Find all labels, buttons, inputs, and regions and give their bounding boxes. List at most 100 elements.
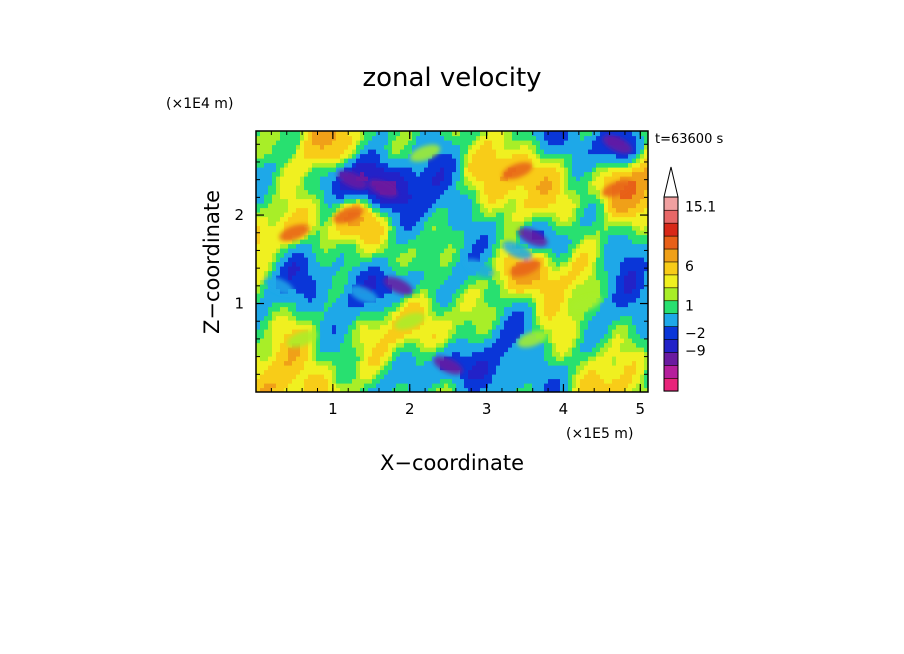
field-cell — [428, 140, 433, 146]
field-cell — [436, 171, 441, 177]
field-cell — [320, 306, 325, 312]
field-cell — [528, 171, 533, 177]
field-cell — [416, 378, 421, 384]
field-cell — [292, 311, 297, 317]
field-cell — [480, 198, 485, 204]
field-cell — [344, 243, 349, 249]
field-cell — [492, 338, 497, 344]
field-cell — [276, 311, 281, 317]
field-cell — [320, 279, 325, 285]
field-cell — [448, 131, 453, 137]
field-cell — [408, 171, 413, 177]
field-cell — [448, 320, 453, 326]
field-cell — [516, 315, 521, 321]
field-cell — [404, 194, 409, 200]
field-cell — [596, 144, 601, 150]
field-cell — [268, 176, 273, 182]
field-cell — [460, 153, 465, 159]
field-cell — [552, 333, 557, 339]
field-cell — [372, 198, 377, 204]
field-cell — [320, 180, 325, 186]
field-cell — [440, 288, 445, 294]
field-cell — [320, 162, 325, 168]
field-cell — [488, 180, 493, 186]
field-cell — [256, 171, 261, 177]
field-cell — [480, 365, 485, 371]
field-cell — [372, 306, 377, 312]
field-cell — [340, 266, 345, 272]
field-cell — [384, 261, 389, 267]
field-cell — [376, 171, 381, 177]
field-cell — [384, 347, 389, 353]
field-cell — [568, 360, 573, 366]
field-cell — [372, 158, 377, 164]
field-cell — [500, 158, 505, 164]
field-cell — [420, 140, 425, 146]
field-cell — [556, 315, 561, 321]
field-cell — [456, 284, 461, 290]
field-cell — [392, 347, 397, 353]
field-cell — [524, 324, 529, 330]
field-cell — [516, 374, 521, 380]
field-cell — [584, 212, 589, 218]
field-cell — [376, 203, 381, 209]
field-cell — [364, 311, 369, 317]
field-cell — [444, 140, 449, 146]
field-cell — [508, 207, 513, 213]
field-cell — [300, 216, 305, 222]
field-cell — [500, 270, 505, 276]
field-cell — [564, 203, 569, 209]
field-cell — [364, 333, 369, 339]
field-cell — [356, 158, 361, 164]
field-cell — [400, 297, 405, 303]
field-cell — [260, 207, 265, 213]
field-cell — [444, 248, 449, 254]
field-cell — [484, 275, 489, 281]
field-cell — [592, 360, 597, 366]
field-cell — [396, 131, 401, 137]
field-cell — [308, 194, 313, 200]
field-cell — [500, 266, 505, 272]
field-cell — [420, 207, 425, 213]
field-cell — [576, 365, 581, 371]
field-cell — [504, 162, 509, 168]
field-cell — [384, 171, 389, 177]
field-cell — [268, 324, 273, 330]
field-cell — [320, 234, 325, 240]
field-cell — [308, 212, 313, 218]
field-cell — [332, 230, 337, 236]
field-cell — [496, 261, 501, 267]
field-cell — [372, 225, 377, 231]
field-cell — [404, 383, 409, 389]
field-cell — [572, 243, 577, 249]
field-cell — [316, 252, 321, 258]
field-cell — [436, 243, 441, 249]
field-cell — [336, 279, 341, 285]
field-cell — [312, 279, 317, 285]
field-cell — [300, 275, 305, 281]
field-cell — [472, 185, 477, 191]
field-cell — [552, 315, 557, 321]
field-cell — [340, 374, 345, 380]
field-cell — [320, 203, 325, 209]
field-cell — [412, 194, 417, 200]
field-cell — [260, 284, 265, 290]
field-cell — [472, 203, 477, 209]
field-cell — [564, 266, 569, 272]
field-cell — [348, 275, 353, 281]
field-cell — [272, 194, 277, 200]
field-cell — [488, 347, 493, 353]
field-cell — [348, 234, 353, 240]
field-cell — [368, 369, 373, 375]
field-cell — [440, 266, 445, 272]
field-cell — [548, 333, 553, 339]
field-cell — [544, 203, 549, 209]
field-cell — [436, 158, 441, 164]
field-cell — [332, 342, 337, 348]
field-cell — [296, 297, 301, 303]
field-cell — [548, 167, 553, 173]
field-cell — [360, 306, 365, 312]
field-cell — [332, 324, 337, 330]
field-cell — [352, 140, 357, 146]
field-cell — [572, 225, 577, 231]
